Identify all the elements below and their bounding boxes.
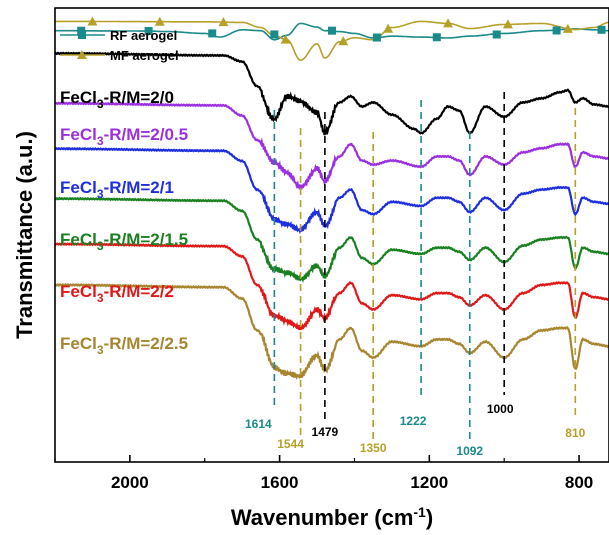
rf-marker [208, 29, 217, 38]
peak-label-1350: 1350 [360, 441, 387, 455]
series-line-3 [54, 101, 609, 190]
x-tick-label: 1200 [410, 473, 448, 492]
series-line-7 [54, 282, 609, 380]
legend-text-1: MF aerogel [110, 48, 179, 63]
x-tick-label: 1600 [261, 473, 299, 492]
x-tick-label: 800 [565, 473, 593, 492]
rf-marker [597, 25, 606, 34]
peak-label-1479: 1479 [312, 425, 339, 439]
series-label-0: FeCl3-R/M=2/0 [60, 88, 174, 111]
rf-marker [552, 26, 561, 35]
rf-marker [372, 33, 381, 42]
series-label-4: FeCl3-R/M=2/2 [60, 282, 174, 305]
mf-marker [218, 17, 229, 27]
rf-marker [144, 27, 153, 36]
series-line-5 [54, 196, 609, 283]
series-label-3: FeCl3-R/M=2/1.5 [60, 230, 188, 253]
mf-marker [443, 18, 454, 28]
series-labels: FeCl3-R/M=2/0 FeCl3-R/M=2/0.5 FeCl3-R/M=2/… [60, 88, 188, 357]
mf-marker [87, 16, 98, 26]
series-line-2 [54, 51, 609, 136]
rf-marker [432, 33, 441, 42]
x-axis-label: Wavenumber (cm-1) [231, 504, 433, 530]
legend-marker-triangle [77, 50, 87, 59]
peak-label-1614: 1614 [245, 417, 272, 431]
axes: 2000 1600 1200 800 Wavenumber (cm-1) Transmit… [12, 7, 609, 530]
rf-marker [492, 30, 501, 39]
mf-marker [280, 34, 291, 44]
series-label-2: FeCl3-R/M=2/1 [60, 178, 174, 201]
mf-marker [338, 36, 349, 46]
rf-marker [77, 26, 86, 35]
peak-reference-lines [273, 92, 577, 440]
plot-frame [54, 7, 609, 463]
rf-marker [270, 30, 279, 39]
peak-labels: 1614 1544 1479 1350 1222 1092 1000 810 [245, 402, 586, 458]
peak-label-1092: 1092 [456, 444, 483, 458]
legend: RF aerogel MF aerogel [60, 28, 179, 63]
peak-label-1544: 1544 [277, 437, 304, 451]
rf-marker [328, 26, 336, 35]
mf-marker [562, 23, 573, 33]
peak-label-810: 810 [565, 426, 585, 440]
legend-text-0: RF aerogel [110, 28, 177, 43]
legend-marker-square [78, 31, 86, 39]
peak-label-1000: 1000 [487, 402, 514, 416]
mf-marker [502, 19, 513, 29]
peak-label-1222: 1222 [400, 414, 427, 428]
spectra-curves [54, 16, 609, 380]
x-tick-label: 2000 [111, 473, 149, 492]
series-line-1 [55, 20, 609, 62]
series-label-5: FeCl3-R/M=2/2.5 [60, 334, 188, 357]
mf-marker [154, 16, 165, 26]
y-axis-label: Transmittance (a.u.) [12, 131, 37, 339]
series-line-4 [54, 146, 609, 235]
series-label-1: FeCl3-R/M=2/0.5 [60, 125, 188, 148]
series-line-6 [54, 242, 609, 331]
mf-marker [383, 23, 394, 33]
